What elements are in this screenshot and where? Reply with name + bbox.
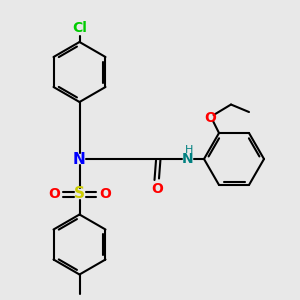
Text: O: O [99,187,111,200]
Text: O: O [48,187,60,200]
Text: N: N [73,152,86,166]
Text: N: N [182,152,193,166]
Text: O: O [152,182,164,196]
Text: O: O [204,111,216,125]
Text: H: H [185,145,193,155]
Text: S: S [74,186,85,201]
Text: Cl: Cl [72,22,87,35]
